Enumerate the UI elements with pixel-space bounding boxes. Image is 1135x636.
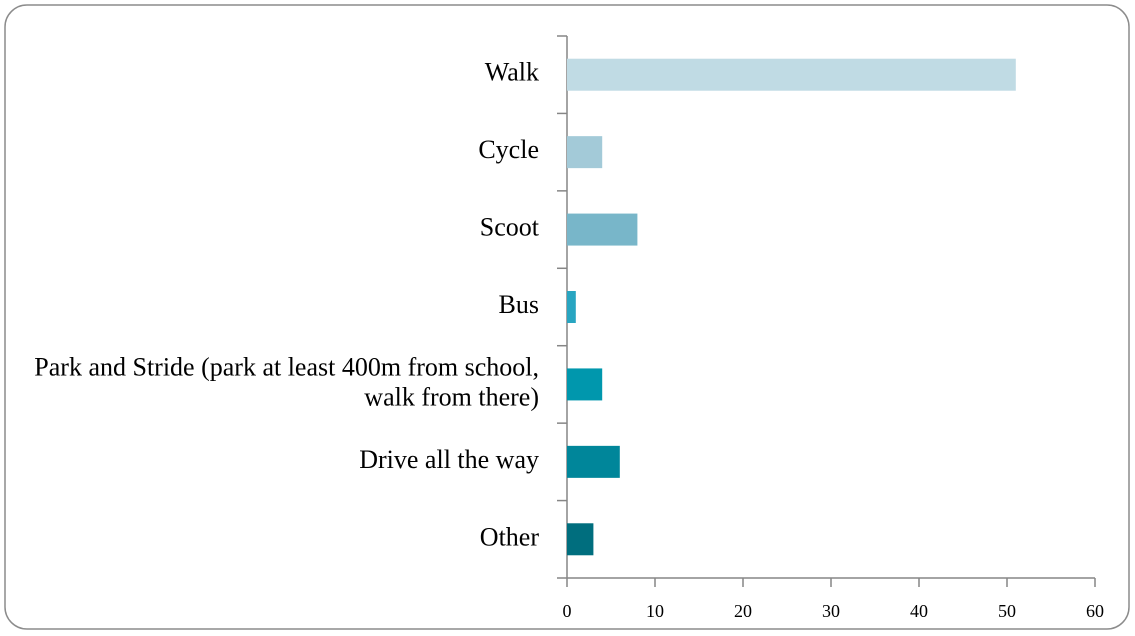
bar <box>567 523 594 556</box>
x-tick-label: 0 <box>563 601 572 621</box>
x-tick-label: 40 <box>910 601 928 621</box>
bar <box>567 58 1016 91</box>
bar <box>567 368 603 401</box>
x-tick-label: 20 <box>734 601 752 621</box>
x-tick-label: 50 <box>998 601 1016 621</box>
x-tick-label: 10 <box>646 601 664 621</box>
bar <box>567 136 603 169</box>
y-tick-label: Cycle <box>478 135 539 164</box>
y-tick-label-line: Park and Stride (park at least 400m from… <box>34 352 539 381</box>
y-tick-label: Park and Stride (park at least 400m from… <box>34 352 539 411</box>
y-tick-label: Drive all the way <box>359 445 539 474</box>
bar <box>567 213 638 246</box>
y-tick-label: Scoot <box>480 213 540 242</box>
x-tick-label: 30 <box>822 601 840 621</box>
y-tick-label: Walk <box>485 58 539 87</box>
y-tick-label: Other <box>480 522 540 551</box>
bar <box>567 445 620 478</box>
y-tick-label: Bus <box>499 290 539 319</box>
bar <box>567 291 576 323</box>
x-tick-label: 60 <box>1086 601 1104 621</box>
y-tick-label-line: walk from there) <box>364 382 539 411</box>
